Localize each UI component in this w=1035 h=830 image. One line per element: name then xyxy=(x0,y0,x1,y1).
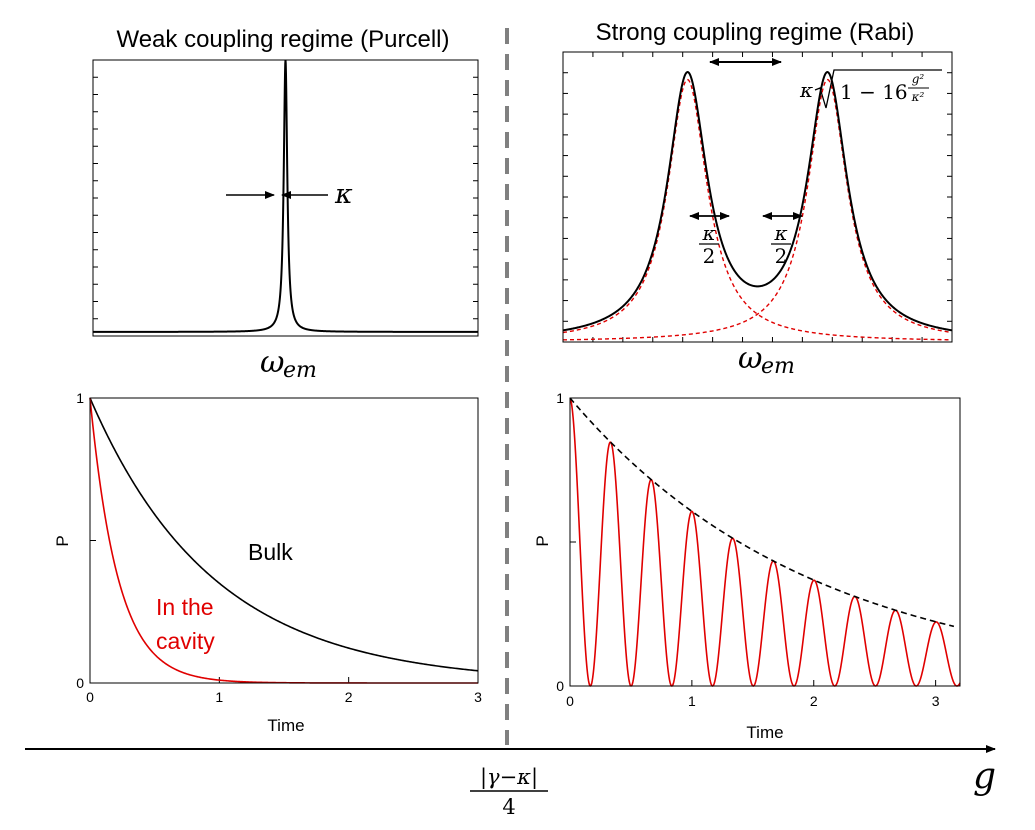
coupling-threshold-label: |γ−κ| 4 xyxy=(470,765,548,819)
coupling-variable-label: g xyxy=(973,756,996,797)
weak-spectrum-frame xyxy=(92,59,479,337)
y-tick-label: 0 xyxy=(76,675,84,691)
svg-text:κ: κ xyxy=(773,221,787,245)
half-kappa-label-right: κ 2 xyxy=(771,221,791,268)
svg-text:ω: ω xyxy=(260,345,284,380)
svg-text:κ: κ xyxy=(701,221,715,245)
x-tick-label: 3 xyxy=(474,689,482,705)
svg-text:1 − 16: 1 − 16 xyxy=(840,80,908,104)
x-tick-label: 0 xyxy=(86,689,94,705)
weak-spectrum-lorentzian xyxy=(93,59,478,333)
x-tick-label: 2 xyxy=(345,689,353,705)
x-tick-label: 0 xyxy=(566,693,574,709)
strong-spectrum-frame xyxy=(562,51,953,343)
y-tick-label: 1 xyxy=(76,390,84,406)
bulk-decay-curve xyxy=(89,397,479,672)
cavity-label-line2: cavity xyxy=(156,628,215,654)
x-tick-label: 1 xyxy=(215,689,223,705)
svg-text:em: em xyxy=(761,354,795,379)
strong-spectrum-plot: κ 1 − 16 g² κ² κ 2 κ 2 ω em xyxy=(562,51,953,379)
strong-decay-plot: 0 1 2 3 0 1 Time P xyxy=(533,390,961,742)
x-tick-label: 1 xyxy=(688,693,696,709)
half-kappa-label-left: κ 2 xyxy=(699,221,719,268)
bulk-label: Bulk xyxy=(248,539,293,565)
svg-text:2: 2 xyxy=(775,244,788,268)
strong-decay-ylabel: P xyxy=(533,535,552,546)
omega-em-label-left: ω em xyxy=(260,345,317,383)
strong-spectrum-total xyxy=(562,71,953,332)
svg-text:2: 2 xyxy=(703,244,716,268)
svg-text:ω: ω xyxy=(738,341,762,376)
omega-em-label-right: ω em xyxy=(738,341,795,379)
weak-decay-plot: 0 1 2 3 0 1 Bulk In the cavity Time P xyxy=(53,390,482,735)
svg-text:κ: κ xyxy=(799,78,813,102)
weak-decay-frame xyxy=(89,397,479,684)
strong-spectrum-lorentzian-right xyxy=(562,78,953,341)
splitting-formula: κ 1 − 16 g² κ² xyxy=(799,69,942,109)
weak-regime-title: Weak coupling regime (Purcell) xyxy=(116,26,449,53)
weak-decay-xlabel: Time xyxy=(267,716,304,735)
svg-text:g²: g² xyxy=(912,72,925,86)
svg-text:4: 4 xyxy=(502,795,515,819)
svg-text:em: em xyxy=(283,358,317,383)
strong-spectrum-lorentzian-left xyxy=(562,78,953,341)
svg-text:κ²: κ² xyxy=(911,90,925,104)
cavity-label-line1: In the xyxy=(156,594,214,620)
strong-decay-xlabel: Time xyxy=(746,723,783,742)
weak-spectrum-ticks xyxy=(93,59,478,337)
strong-decay-frame xyxy=(569,397,961,687)
svg-text:|γ−κ|: |γ−κ| xyxy=(480,765,538,790)
weak-decay-ylabel: P xyxy=(53,535,72,546)
y-tick-label: 1 xyxy=(556,390,564,406)
rabi-oscillation-curve xyxy=(569,397,961,687)
x-tick-label: 3 xyxy=(932,693,940,709)
x-tick-label: 2 xyxy=(810,693,818,709)
strong-regime-title: Strong coupling regime (Rabi) xyxy=(596,19,915,46)
decay-envelope-curve xyxy=(569,397,955,628)
weak-spectrum-plot: κ ω em xyxy=(92,59,479,383)
kappa-label: κ xyxy=(334,179,353,210)
y-tick-label: 0 xyxy=(556,678,564,694)
